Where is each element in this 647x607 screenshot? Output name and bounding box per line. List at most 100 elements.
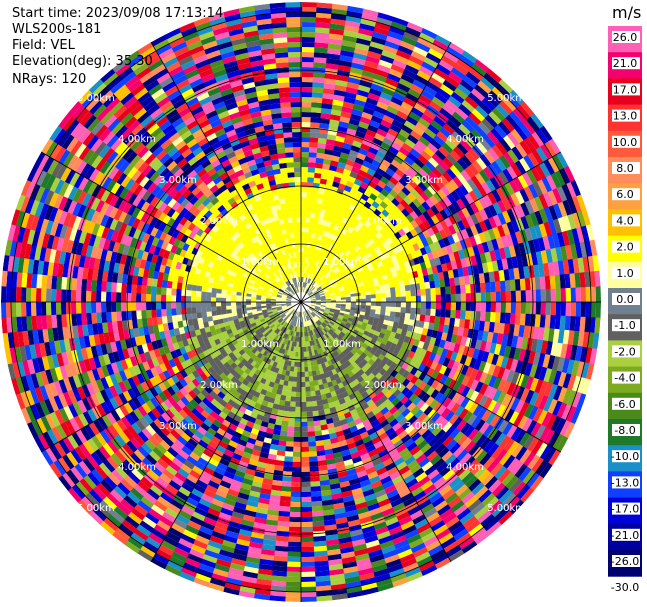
velocity-bin xyxy=(439,127,453,140)
velocity-bin xyxy=(430,287,436,296)
velocity-bin xyxy=(311,280,315,286)
velocity-bin xyxy=(392,59,408,70)
velocity-bin xyxy=(350,249,357,256)
velocity-bin xyxy=(487,192,498,206)
velocity-bin xyxy=(426,208,436,219)
velocity-bin xyxy=(433,191,443,203)
velocity-bin xyxy=(347,192,356,200)
velocity-bin xyxy=(286,546,301,552)
velocity-bin xyxy=(304,288,308,293)
velocity-bin xyxy=(562,199,573,217)
velocity-bin xyxy=(334,289,340,294)
velocity-bin xyxy=(351,108,364,117)
velocity-bin xyxy=(465,284,471,294)
velocity-bin xyxy=(402,69,418,80)
velocity-bin xyxy=(443,217,453,228)
velocity-bin xyxy=(314,293,320,297)
velocity-bin xyxy=(389,287,396,293)
velocity-bin xyxy=(401,186,411,197)
velocity-bin xyxy=(449,277,456,287)
velocity-bin xyxy=(373,155,385,164)
velocity-bin xyxy=(419,282,426,290)
velocity-bin xyxy=(422,210,432,221)
velocity-bin xyxy=(301,247,305,253)
velocity-bin xyxy=(319,281,325,287)
velocity-bin xyxy=(301,242,305,248)
velocity-bin xyxy=(402,225,411,235)
velocity-bin xyxy=(378,146,390,156)
velocity-bin xyxy=(291,381,297,387)
velocity-bin xyxy=(412,79,427,91)
velocity-bin xyxy=(453,146,466,159)
velocity-bin xyxy=(335,135,346,143)
velocity-bin xyxy=(315,17,332,24)
velocity-bin xyxy=(370,142,382,151)
velocity-bin xyxy=(374,21,392,32)
velocity-bin xyxy=(475,105,490,119)
velocity-bin xyxy=(504,280,511,293)
velocity-bin xyxy=(341,147,352,155)
velocity-bin xyxy=(380,306,386,312)
velocity-bin xyxy=(417,181,428,193)
velocity-bin xyxy=(318,250,324,257)
velocity-bin xyxy=(313,259,318,265)
velocity-bin xyxy=(281,476,292,482)
velocity-bin xyxy=(306,192,313,198)
velocity-bin xyxy=(295,391,301,397)
velocity-bin xyxy=(403,120,417,131)
velocity-bin xyxy=(336,263,342,269)
velocity-bin xyxy=(353,178,363,187)
velocity-bin xyxy=(444,182,456,194)
velocity-bin xyxy=(523,186,535,202)
velocity-bin xyxy=(439,107,453,120)
velocity-bin xyxy=(308,162,317,168)
velocity-bin xyxy=(494,281,501,293)
velocity-bin xyxy=(279,495,291,502)
velocity-bin xyxy=(478,197,489,210)
velocity-bin xyxy=(338,157,348,165)
velocity-bin xyxy=(357,33,374,42)
velocity-bin xyxy=(322,93,335,100)
velocity-bin xyxy=(325,205,333,212)
velocity-bin xyxy=(349,255,356,262)
velocity-bin xyxy=(395,168,406,179)
velocity-bin xyxy=(543,207,554,223)
velocity-bin xyxy=(510,193,521,208)
velocity-bin xyxy=(347,269,354,275)
velocity-bin xyxy=(399,146,411,157)
velocity-bin xyxy=(396,49,412,61)
velocity-bin xyxy=(355,295,361,300)
velocity-bin xyxy=(301,287,303,293)
velocity-bin xyxy=(491,144,504,159)
velocity-bin xyxy=(407,134,420,145)
velocity-bin xyxy=(360,165,370,174)
velocity-bin xyxy=(280,480,292,487)
velocity-bin xyxy=(394,194,404,204)
velocity-bin xyxy=(437,88,452,101)
velocity-bin xyxy=(511,146,524,162)
velocity-bin xyxy=(365,97,379,107)
velocity-bin xyxy=(312,227,317,234)
velocity-bin xyxy=(437,188,447,200)
velocity-bin xyxy=(354,99,367,108)
velocity-bin xyxy=(341,173,350,181)
velocity-bin xyxy=(314,276,319,282)
velocity-bin xyxy=(403,31,420,43)
velocity-bin xyxy=(307,172,316,178)
velocity-bin xyxy=(325,260,331,266)
velocity-bin xyxy=(316,266,322,272)
velocity-bin xyxy=(396,151,408,161)
velocity-bin xyxy=(339,267,346,273)
velocity-bin xyxy=(300,406,307,412)
velocity-bin xyxy=(290,491,301,498)
velocity-bin xyxy=(328,195,336,203)
velocity-bin xyxy=(416,194,426,205)
velocity-bin xyxy=(414,41,432,53)
velocity-bin xyxy=(312,87,325,94)
velocity-bin xyxy=(327,275,333,281)
velocity-bin xyxy=(479,169,491,183)
velocity-bin xyxy=(474,211,484,224)
velocity-bin xyxy=(431,96,446,109)
velocity-bin xyxy=(375,293,381,299)
velocity-bin xyxy=(519,278,526,292)
